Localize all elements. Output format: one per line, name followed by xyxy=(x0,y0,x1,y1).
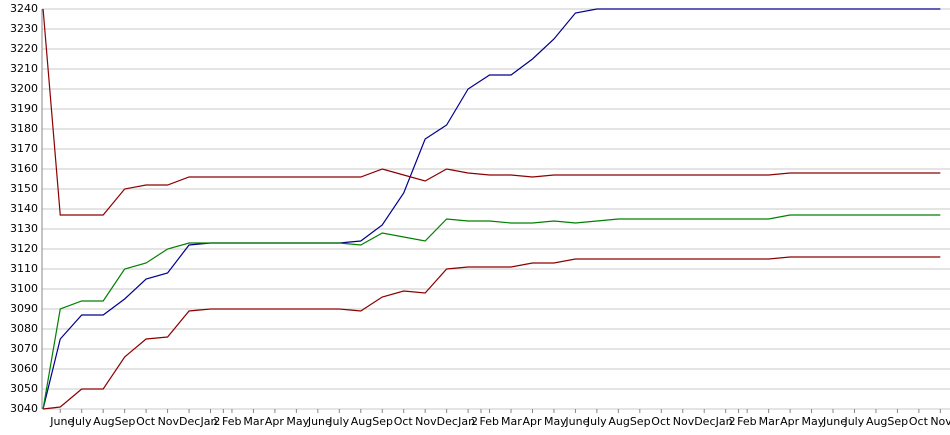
y-tick-label: 3200 xyxy=(10,82,38,95)
x-tick-label: Apr xyxy=(780,415,800,428)
y-tick-label: 3140 xyxy=(10,202,38,215)
series-line xyxy=(42,8,941,216)
x-tick-label: 2 xyxy=(213,415,220,428)
y-tick-label: 3160 xyxy=(10,162,38,175)
y-tick-label: 3230 xyxy=(10,22,38,35)
y-tick-label: 3170 xyxy=(10,142,38,155)
x-tick-label: Aug xyxy=(351,415,372,428)
x-tick-label: Aug xyxy=(608,415,629,428)
x-tick-label: June xyxy=(49,415,74,428)
x-tick-label: July xyxy=(843,415,864,428)
y-tick-label: 3210 xyxy=(10,62,38,75)
x-tick-label: Nov xyxy=(415,415,437,428)
x-tick-label: Jan xyxy=(715,415,733,428)
x-tick-label: Mar xyxy=(501,415,522,428)
x-tick-label: Sep xyxy=(887,415,908,428)
x-tick-label: Apr xyxy=(522,415,542,428)
x-tick-label: Dec xyxy=(694,415,715,428)
x-tick-label: Mar xyxy=(243,415,264,428)
y-tick-label: 3090 xyxy=(10,302,38,315)
x-tick-label: May xyxy=(802,415,825,428)
x-tick-label: Oct xyxy=(909,415,929,428)
x-tick-label: Nov xyxy=(673,415,695,428)
y-tick-label: 3120 xyxy=(10,242,38,255)
x-tick-label: Feb xyxy=(222,415,241,428)
x-tick-label: Nov xyxy=(158,415,180,428)
x-tick-label: July xyxy=(328,415,349,428)
y-tick-label: 3130 xyxy=(10,222,38,235)
x-tick-label: July xyxy=(71,415,92,428)
x-tick-label: Oct xyxy=(136,415,156,428)
y-tick-label: 3060 xyxy=(10,362,38,375)
series-line xyxy=(43,256,941,410)
x-tick-label: Aug xyxy=(93,415,114,428)
x-tick-label: Dec xyxy=(179,415,200,428)
x-tick-label: Apr xyxy=(265,415,285,428)
x-tick-label: June xyxy=(307,415,332,428)
x-tick-label: Mar xyxy=(759,415,780,428)
y-tick-label: 3190 xyxy=(10,102,38,115)
x-tick-label: Feb xyxy=(480,415,499,428)
x-tick-label: Feb xyxy=(737,415,756,428)
x-tick-label: Oct xyxy=(651,415,671,428)
x-tick-label: June xyxy=(822,415,847,428)
x-tick-label: Oct xyxy=(394,415,414,428)
x-tick-label: July xyxy=(586,415,607,428)
series-line xyxy=(42,214,941,410)
x-tick-label: May xyxy=(544,415,567,428)
y-tick-label: 3150 xyxy=(10,182,38,195)
y-tick-label: 3220 xyxy=(10,42,38,55)
x-tick-label: Nov xyxy=(930,415,950,428)
x-tick-label: June xyxy=(564,415,589,428)
series-line xyxy=(42,8,941,410)
x-tick-label: Dec xyxy=(437,415,458,428)
x-tick-label: Sep xyxy=(630,415,651,428)
y-tick-label: 3110 xyxy=(10,262,38,275)
y-tick-label: 3240 xyxy=(10,2,38,15)
x-tick-label: 2 xyxy=(729,415,736,428)
x-tick-label: Jan xyxy=(457,415,475,428)
y-tick-label: 3100 xyxy=(10,282,38,295)
y-tick-label: 3040 xyxy=(10,402,38,415)
y-tick-label: 3080 xyxy=(10,322,38,335)
x-tick-label: 2 xyxy=(471,415,478,428)
x-tick-label: Aug xyxy=(866,415,887,428)
y-tick-label: 3180 xyxy=(10,122,38,135)
x-tick-label: Jan xyxy=(200,415,218,428)
x-tick-label: Sep xyxy=(115,415,136,428)
y-tick-label: 3070 xyxy=(10,342,38,355)
y-tick-label: 3050 xyxy=(10,382,38,395)
x-tick-label: May xyxy=(286,415,309,428)
x-tick-label: Sep xyxy=(372,415,393,428)
